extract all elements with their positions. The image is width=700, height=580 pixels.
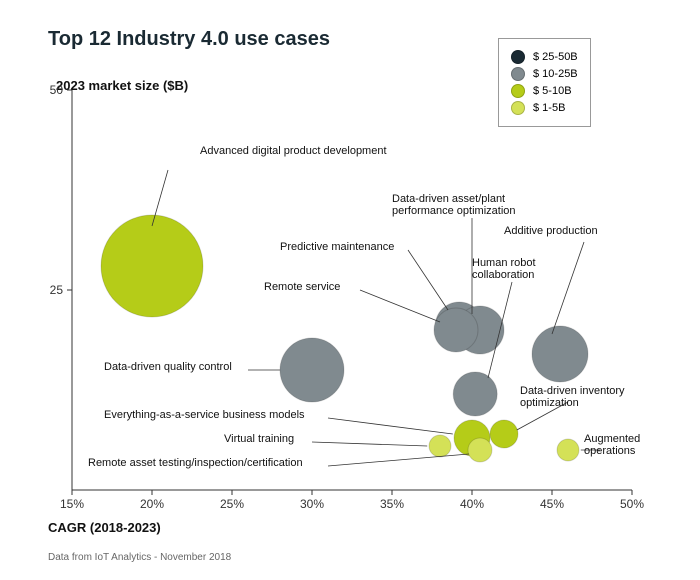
bubble-label: Virtual training	[224, 433, 294, 445]
bubble	[557, 439, 579, 461]
bubble-label: performance optimization	[392, 205, 516, 217]
bubble-label: Data-driven asset/plant	[392, 193, 505, 205]
svg-text:45%: 45%	[540, 497, 564, 511]
source-note: Data from IoT Analytics - November 2018	[48, 552, 231, 563]
svg-text:50: 50	[50, 83, 64, 97]
bubble-label: Everything-as-a-service business models	[104, 409, 305, 421]
legend: $ 25-50B $ 10-25B $ 5-10B $ 1-5B	[498, 38, 591, 127]
bubble-label: Predictive maintenance	[280, 241, 394, 253]
legend-label: $ 1-5B	[533, 102, 565, 114]
svg-text:25%: 25%	[220, 497, 244, 511]
legend-item: $ 5-10B	[511, 84, 578, 98]
bubble-label: collaboration	[472, 269, 534, 281]
chart-container: { "title": { "text": "Top 12 Industry 4.…	[0, 0, 700, 580]
legend-swatch-icon	[511, 101, 525, 115]
plot-area: 15% 20% 25% 30% 35% 40% 45% 50% 25 50 Advanced dig…	[0, 0, 700, 580]
legend-item: $ 1-5B	[511, 101, 578, 115]
legend-item: $ 10-25B	[511, 67, 578, 81]
bubble-label: Additive production	[504, 225, 598, 237]
bubble	[101, 215, 203, 317]
bubble-label: Augmented	[584, 433, 640, 445]
bubble	[490, 420, 518, 448]
bubble	[468, 438, 492, 462]
svg-text:50%: 50%	[620, 497, 644, 511]
bubble-label: Remote asset testing/inspection/certific…	[88, 457, 303, 469]
bubble	[429, 435, 451, 457]
legend-label: $ 5-10B	[533, 85, 572, 97]
svg-text:30%: 30%	[300, 497, 324, 511]
bubble-label: Remote service	[264, 281, 340, 293]
legend-label: $ 25-50B	[533, 51, 578, 63]
bubble	[532, 326, 588, 382]
svg-text:20%: 20%	[140, 497, 164, 511]
bubble-label: Advanced digital product development	[200, 145, 387, 157]
bubble-label: optimization	[520, 397, 579, 409]
legend-item: $ 25-50B	[511, 50, 578, 64]
bubble	[434, 308, 478, 352]
bubble	[280, 338, 344, 402]
bubble	[453, 372, 497, 416]
legend-swatch-icon	[511, 50, 525, 64]
x-axis-title: CAGR (2018-2023)	[48, 520, 161, 535]
svg-text:35%: 35%	[380, 497, 404, 511]
bubble-label: Data-driven quality control	[104, 361, 232, 373]
svg-text:25: 25	[50, 283, 64, 297]
legend-label: $ 10-25B	[533, 68, 578, 80]
bubble-label: operations	[584, 445, 636, 457]
bubble-label: Data-driven inventory	[520, 385, 625, 397]
svg-text:40%: 40%	[460, 497, 484, 511]
bubble-label: Human robot	[472, 257, 536, 269]
legend-swatch-icon	[511, 67, 525, 81]
legend-swatch-icon	[511, 84, 525, 98]
svg-text:15%: 15%	[60, 497, 84, 511]
